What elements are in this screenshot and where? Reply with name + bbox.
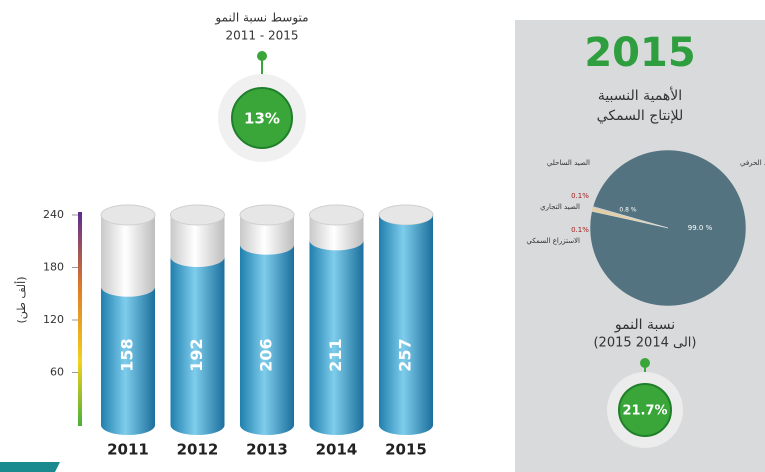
pin-head [257,51,267,61]
bar [309,240,364,435]
badge [231,87,293,149]
y-axis-label: (ألف طن) [14,276,28,323]
growth-period: 2011 - 2015 [225,29,298,43]
pie-category-label: الاستزراع السمكي [526,237,580,245]
pie-value-label: 0.8 % [619,207,636,214]
cylinder-top [170,204,225,226]
cylinder-top [100,204,156,226]
x-tick-label: 2013 [246,441,288,459]
pie-category-label: الصيد الساحلي [547,159,590,167]
bar-value-label: 192 [187,338,206,371]
growth-label: متوسط نسبة النمو [214,11,308,26]
pie-title-2: للإنتاج السمكي [597,108,684,124]
bar-value-label: 206 [257,338,276,371]
x-tick-label: 2015 [385,441,427,459]
pie-value-label: 99.0 % [688,224,713,232]
pie-title-1: الأهمية النسبية [598,86,682,104]
pie-slice [592,206,669,229]
y-tick-label: 240 [43,208,64,221]
growth-value: 13% [244,110,280,128]
corner-tab [0,462,60,472]
bar [379,215,433,435]
x-tick-label: 2011 [107,441,149,459]
pie-category-label: الصيد التجاري [540,203,580,211]
y-tick-label: 120 [43,313,64,326]
badge [618,383,672,437]
bar-value-label: 211 [326,338,345,371]
bar-value-label: 257 [396,338,415,371]
pie-value-label: 0.1% [571,192,589,200]
x-tick-label: 2014 [316,441,358,459]
cylinder-top [378,204,434,226]
pie-value-label: 0.1% [571,226,589,234]
y-axis [78,212,82,426]
pie-growth-label: نسبة النمو [614,317,675,333]
bar [240,244,294,435]
x-tick-label: 2012 [177,441,219,459]
y-tick-label: 180 [43,261,64,274]
bar [170,257,225,435]
pie-year: 2015 [584,30,695,76]
cylinder-top [309,204,364,226]
pie-category-label: الصيد الحرفي [740,159,765,167]
bar [101,286,155,435]
y-tick-label: 60 [50,366,64,379]
cylinder-top [239,204,295,226]
pie-growth-period: (2015 الى 2014) [593,336,696,351]
pie-growth-value: 21.7% [622,404,667,419]
bar-value-label: 158 [118,338,137,371]
pin-head [640,358,650,368]
